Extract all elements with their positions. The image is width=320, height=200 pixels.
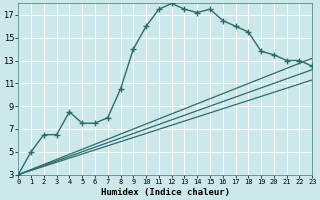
X-axis label: Humidex (Indice chaleur): Humidex (Indice chaleur) (101, 188, 230, 197)
